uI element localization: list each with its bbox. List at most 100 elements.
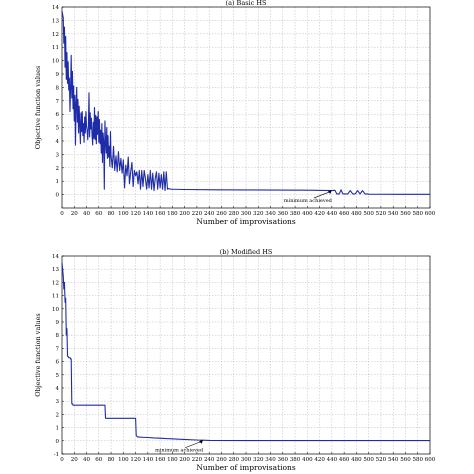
y-tick-label: 5: [56, 373, 60, 379]
y-tick-label: 14: [52, 5, 59, 11]
x-axis-label: Number of improvisations: [196, 217, 296, 226]
x-tick-label: 200: [179, 457, 190, 463]
x-tick-label: 280: [228, 211, 239, 217]
y-tick-label: 0: [56, 439, 60, 445]
y-axis-label: Objective function values: [34, 66, 42, 150]
x-tick-label: 400: [302, 457, 313, 463]
y-tick-label: 10: [52, 307, 59, 313]
x-tick-label: 320: [253, 457, 264, 463]
y-tick-label: 3: [56, 399, 60, 405]
x-tick-label: 0: [60, 211, 64, 217]
x-tick-label: 580: [412, 211, 423, 217]
objective-series-line: [61, 262, 430, 442]
x-tick-label: 460: [339, 457, 350, 463]
x-tick-label: 300: [241, 457, 252, 463]
x-tick-label: 160: [155, 457, 166, 463]
x-tick-label: 440: [327, 211, 338, 217]
x-tick-label: 480: [351, 211, 362, 217]
x-tick-label: 480: [351, 457, 362, 463]
x-tick-label: 340: [265, 211, 276, 217]
y-axis-label: Objective function values: [34, 313, 42, 397]
y-tick-label: 7: [56, 99, 60, 105]
x-tick-label: 220: [192, 457, 203, 463]
x-tick-label: 300: [241, 211, 252, 217]
x-tick-label: 260: [216, 211, 227, 217]
x-tick-label: 600: [425, 457, 436, 463]
x-tick-label: 260: [216, 457, 227, 463]
x-tick-label: 240: [204, 211, 215, 217]
x-tick-label: 40: [83, 457, 90, 463]
panel-basic-hs: 0 20 40 60 80 100 120 140 160 180 200 220 240 260 280 3…: [34, 0, 436, 226]
y-tick-label: 9: [56, 320, 60, 326]
x-tick-label: 240: [204, 457, 215, 463]
x-tick-label: 540: [388, 211, 399, 217]
y-tick-label: 4: [56, 139, 60, 145]
x-tick-label: 20: [71, 211, 78, 217]
x-tick-label: 420: [314, 211, 325, 217]
x-tick-label: 200: [179, 211, 190, 217]
y-tick-label: 1: [56, 426, 60, 432]
x-tick-label: 180: [167, 211, 178, 217]
x-tick-label: 160: [155, 211, 166, 217]
panel-modified-hs: 0 20 40 60 80 100 120 140 160 180 200 220 240 260 280 3…: [34, 248, 436, 472]
x-tick-label: 320: [253, 211, 264, 217]
x-tick-label: 360: [278, 457, 289, 463]
y-tick-label: 12: [52, 32, 59, 38]
x-tick-label: 100: [118, 457, 129, 463]
x-tick-label: 80: [108, 211, 115, 217]
y-tick-label: 6: [56, 112, 60, 118]
x-tick-label: 280: [228, 457, 239, 463]
x-tick-label: 520: [376, 211, 387, 217]
x-tick-label: 500: [363, 211, 374, 217]
annotation-arrowhead: [199, 439, 204, 444]
y-tick-label: 9: [56, 72, 60, 78]
annotation-arrow: [184, 440, 203, 449]
x-tick-label: 0: [60, 457, 64, 463]
y-tick-label: 8: [56, 333, 60, 339]
x-tick-label: 20: [71, 457, 78, 463]
x-tick-label: 40: [83, 211, 90, 217]
objective-series-line: [61, 10, 430, 195]
x-tick-label: 380: [290, 211, 301, 217]
y-tick-label: 6: [56, 360, 60, 366]
x-tick-label: 360: [278, 211, 289, 217]
y-tick-label: 2: [56, 412, 60, 418]
y-tick-label: 12: [52, 280, 59, 286]
y-tick-label: 4: [56, 386, 60, 392]
x-tick-label: 60: [95, 457, 102, 463]
annotation-arrow: [313, 191, 331, 199]
x-tick-label: 600: [425, 211, 436, 217]
y-tick-label: 11: [52, 294, 59, 300]
y-tick-label: 7: [56, 346, 60, 352]
y-tick-label: 11: [52, 45, 59, 51]
annotation-label: minimum achieved: [155, 448, 204, 454]
x-tick-label: 420: [314, 457, 325, 463]
x-tick-label: 140: [143, 457, 154, 463]
x-tick-label: 440: [327, 457, 338, 463]
x-tick-label: 520: [376, 457, 387, 463]
y-tick-label: 10: [52, 59, 59, 65]
y-tick-label: 2: [56, 166, 60, 172]
x-tick-label: 540: [388, 457, 399, 463]
y-tick-label: 14: [52, 254, 59, 260]
x-tick-label: 60: [95, 211, 102, 217]
chart-title: (b) Modified HS: [220, 248, 273, 256]
x-tick-label: 500: [363, 457, 374, 463]
x-tick-label: 180: [167, 457, 178, 463]
annotation-arrowhead: [327, 189, 332, 194]
y-tick-label: 0: [56, 193, 60, 199]
chart-title: (a) Basic HS: [226, 0, 267, 7]
y-tick-label: 3: [56, 152, 60, 158]
x-tick-label: 80: [108, 457, 115, 463]
y-tick-label: -1: [54, 452, 59, 458]
x-tick-label: 580: [412, 457, 423, 463]
x-tick-label: 120: [130, 457, 141, 463]
x-tick-label: 560: [400, 457, 411, 463]
y-tick-label: 13: [52, 18, 59, 24]
x-tick-label: 560: [400, 211, 411, 217]
x-tick-label: 380: [290, 457, 301, 463]
x-tick-label: 400: [302, 211, 313, 217]
y-tick-label: 8: [56, 85, 60, 91]
y-tick-label: 13: [52, 267, 59, 273]
